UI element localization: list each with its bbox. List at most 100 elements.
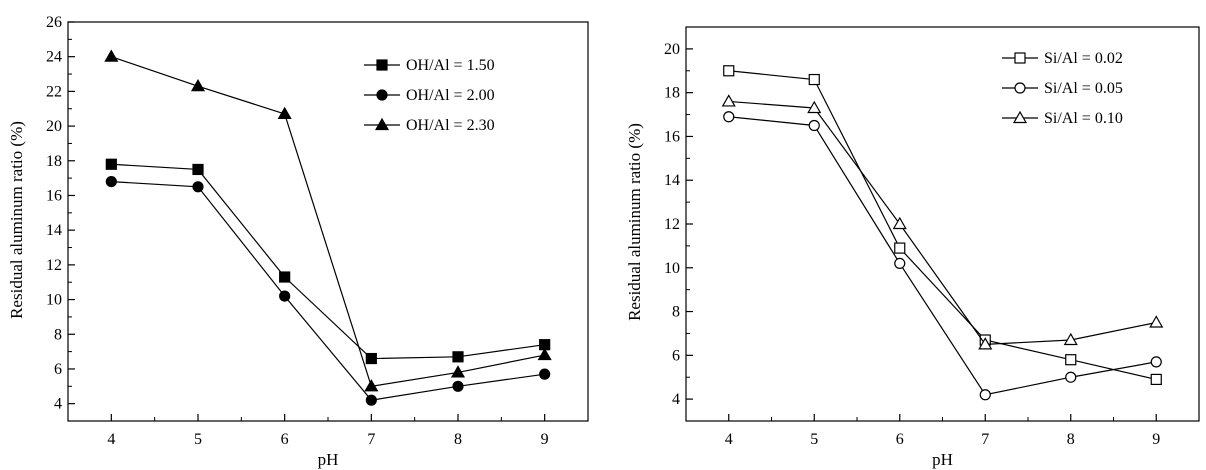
legend-marker — [376, 89, 388, 101]
y-tick-label: 12 — [664, 216, 680, 233]
y-tick-label: 8 — [54, 326, 62, 343]
data-point — [1150, 373, 1162, 386]
legend: OH/Al = 1.50 OH/Al = 2.00 OH/Al = 2.30 — [364, 57, 495, 134]
x-tick-label: 8 — [1067, 431, 1075, 448]
y-tick-label: 10 — [664, 260, 680, 277]
y-tick-label: 14 — [664, 172, 680, 189]
y-tick-label: 8 — [672, 304, 680, 321]
x-tick-label: 4 — [725, 431, 733, 448]
legend-item: Si/Al = 0.10 — [1002, 110, 1123, 127]
x-tick-label: 7 — [981, 431, 989, 448]
y-tick-label: 18 — [46, 153, 62, 170]
data-point — [723, 111, 735, 123]
data-point — [364, 379, 379, 392]
x-axis-label: pH — [318, 450, 339, 469]
data-point — [808, 73, 820, 86]
legend-marker — [1014, 82, 1026, 94]
y-tick-label: 4 — [672, 391, 680, 408]
legend-label: Si/Al = 0.10 — [1044, 110, 1123, 127]
data-point — [808, 119, 820, 132]
data-point — [723, 65, 735, 77]
x-tick-label: 6 — [281, 431, 289, 448]
y-tick-label: 6 — [672, 347, 680, 364]
data-point — [721, 94, 736, 107]
data-point — [452, 380, 464, 392]
data-point — [1063, 332, 1078, 346]
data-point — [105, 158, 117, 170]
series-1 — [105, 158, 551, 365]
y-tick-label: 16 — [46, 187, 62, 204]
y-axis-label: Residual aluminum ratio (%) — [7, 121, 26, 319]
data-point — [105, 176, 117, 188]
x-tick-label: 7 — [367, 431, 375, 448]
data-point — [365, 352, 377, 365]
legend-marker — [376, 59, 388, 71]
series-line — [111, 56, 545, 387]
plot-frame — [67, 21, 589, 422]
x-tick-label: 5 — [194, 431, 202, 448]
chart-panel-1: 4 5 6 7 8 9 4 6 8 10 12 14 16 18 20 22 24 26 pH Residual al… — [7, 14, 589, 469]
x-tick-label: 8 — [454, 431, 462, 448]
legend-item: OH/Al = 2.30 — [364, 117, 495, 134]
series-line — [111, 163, 545, 360]
x-tick-label: 6 — [896, 431, 904, 448]
legend-item: Si/Al = 0.05 — [1002, 80, 1123, 97]
y-axis-label: Residual aluminum ratio (%) — [625, 123, 644, 321]
y-tick-label: 22 — [46, 83, 62, 100]
data-point — [807, 100, 822, 114]
y-tick-label: 20 — [46, 118, 62, 135]
data-point — [279, 271, 291, 283]
data-point — [192, 163, 204, 176]
series-2 — [105, 176, 551, 406]
series-line — [728, 70, 1157, 380]
data-point — [192, 181, 204, 193]
series-3 — [104, 49, 552, 392]
x-tick-label: 5 — [810, 431, 818, 448]
y-tick-label: 6 — [54, 361, 62, 378]
legend-item: Si/Al = 0.02 — [1002, 50, 1123, 67]
data-point — [539, 368, 551, 380]
legend-label: Si/Al = 0.05 — [1044, 80, 1123, 97]
legend-marker — [1014, 52, 1026, 64]
data-point — [450, 365, 466, 378]
x-axis-label: pH — [932, 450, 953, 469]
chart-panel-2: 4 5 6 7 8 9 4 6 8 10 12 14 16 18 20 pH Residual aluminum… — [625, 26, 1200, 469]
y-tick-label: 18 — [664, 85, 680, 102]
data-point — [894, 242, 906, 254]
series-line — [728, 100, 1157, 346]
legend: Si/Al = 0.02 Si/Al = 0.05 Si/Al = 0.10 — [1002, 50, 1123, 127]
series-2 — [723, 111, 1162, 401]
data-point — [1150, 356, 1162, 368]
y-tick-label: 16 — [664, 128, 680, 145]
data-point — [1149, 315, 1164, 328]
data-point — [1065, 371, 1077, 383]
legend-marker — [1012, 110, 1028, 124]
data-point — [979, 389, 991, 401]
legend-item: OH/Al = 2.00 — [364, 87, 495, 104]
series-line — [728, 116, 1157, 396]
data-point — [978, 337, 993, 350]
legend-label: Si/Al = 0.02 — [1044, 50, 1123, 67]
x-tick-label: 9 — [1152, 431, 1160, 448]
legend-marker — [374, 117, 390, 131]
data-point — [365, 394, 377, 406]
y-tick-label: 4 — [54, 396, 62, 413]
series-3 — [721, 94, 1164, 350]
data-point — [537, 347, 552, 361]
y-tick-label: 24 — [46, 49, 62, 66]
data-point — [104, 49, 119, 62]
legend-label: OH/Al = 2.00 — [406, 87, 495, 104]
data-point — [277, 106, 292, 120]
legend-label: OH/Al = 2.30 — [406, 117, 495, 134]
data-point — [279, 290, 291, 302]
y-tick-label: 10 — [46, 292, 62, 309]
legend-item: OH/Al = 1.50 — [364, 57, 495, 74]
y-tick-label: 12 — [46, 257, 62, 274]
x-tick-label: 9 — [541, 431, 549, 448]
data-point — [892, 216, 907, 230]
x-tick-label: 4 — [107, 431, 115, 448]
data-point — [190, 78, 206, 92]
series-line — [111, 181, 545, 401]
data-point — [452, 351, 464, 363]
